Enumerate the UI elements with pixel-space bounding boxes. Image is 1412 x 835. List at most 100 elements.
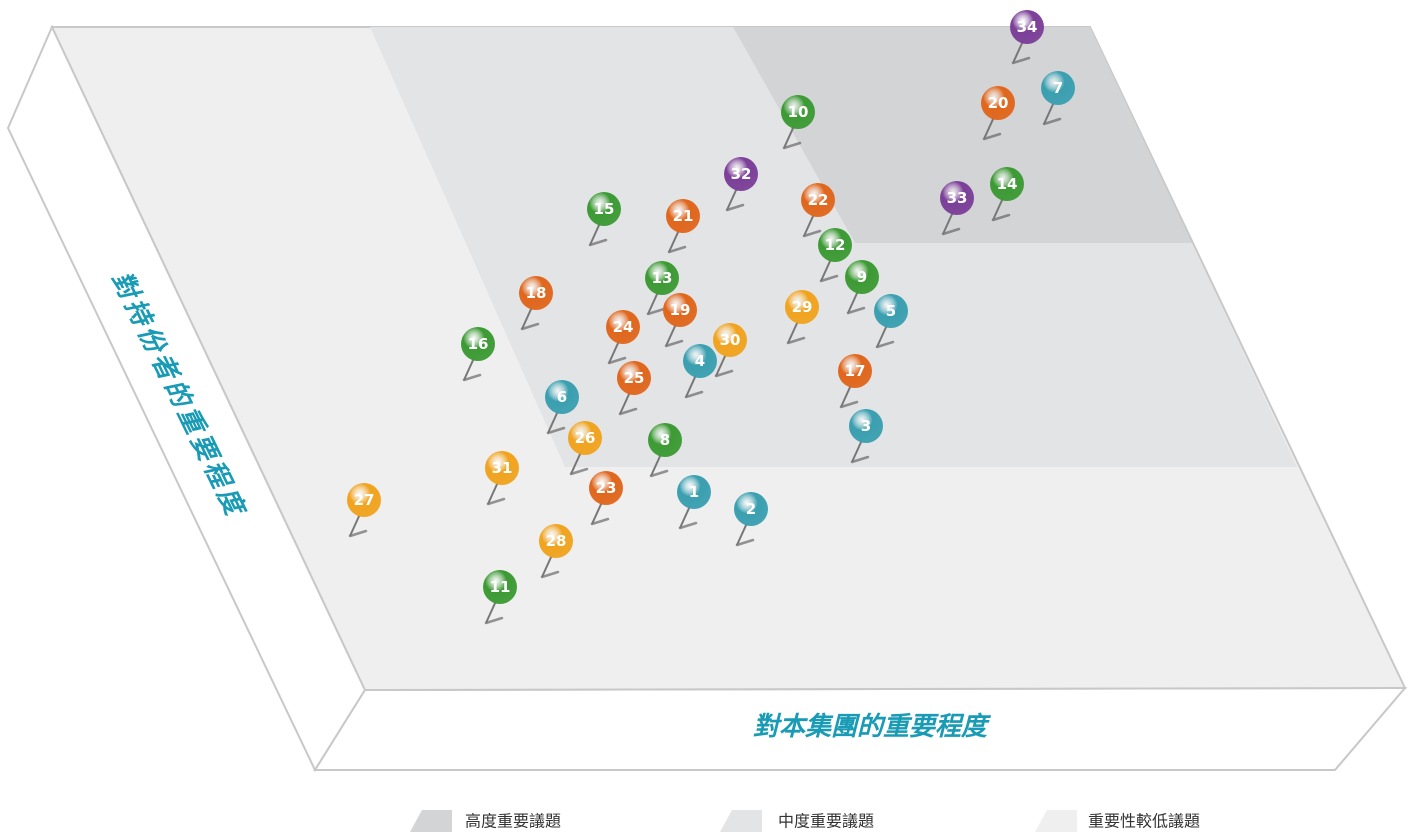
pin-head: [606, 310, 640, 344]
legend-swatch: [410, 810, 452, 832]
pin-shadow: [714, 369, 734, 378]
pin: 6: [545, 380, 579, 435]
pin-head: [713, 323, 747, 357]
legend-swatch: [720, 810, 762, 832]
pin: 28: [539, 524, 573, 579]
pin-shadow: [786, 336, 806, 345]
pin-needle: [665, 323, 677, 347]
pin-label: 31: [492, 459, 513, 477]
legend-label: 中度重要議題: [778, 812, 874, 831]
pin-shadow: [802, 229, 822, 238]
pin-label: 26: [575, 429, 596, 447]
pin-shadow: [569, 467, 589, 476]
pin-label: 8: [660, 431, 670, 449]
pin-needle: [589, 222, 601, 246]
pin-needle: [840, 384, 852, 408]
pin-label: 6: [557, 388, 567, 406]
pin-needle: [668, 229, 680, 253]
pin-shadow: [520, 322, 540, 331]
pin-shadow: [667, 245, 687, 254]
pin-label: 24: [613, 318, 634, 336]
pin: 3: [849, 409, 883, 464]
pin: 23: [589, 471, 623, 526]
pin-label: 22: [808, 191, 829, 209]
pin-shadow: [941, 227, 961, 236]
pin-shadow: [588, 238, 608, 247]
pin-shadow: [1011, 56, 1031, 65]
pin-shadow: [735, 538, 755, 547]
pin: 19: [663, 293, 697, 348]
pin-head: [663, 293, 697, 327]
pin-label: 10: [788, 103, 809, 121]
pin-needle: [650, 453, 662, 477]
pin-shadow: [484, 616, 504, 625]
pin-head: [589, 471, 623, 505]
pin-head: [781, 95, 815, 129]
pin: 24: [606, 310, 640, 365]
pin: 8: [648, 423, 682, 478]
pin-head: [981, 86, 1015, 120]
pin-needle: [847, 290, 859, 314]
pin-head: [568, 421, 602, 455]
pin-needle: [876, 324, 888, 348]
pin-head: [617, 361, 651, 395]
pin: 12: [818, 228, 852, 283]
pin: 1: [677, 475, 711, 530]
pin-label: 7: [1053, 79, 1063, 97]
pin-shadow: [991, 213, 1011, 222]
pin: 15: [587, 192, 621, 247]
pin-needle: [591, 501, 603, 525]
pin-label: 32: [731, 165, 752, 183]
x-axis-label: 對本集團的重要程度: [753, 712, 992, 742]
pin-shadow: [850, 455, 870, 464]
pin-label: 1: [689, 483, 699, 501]
pin-needle: [1012, 40, 1024, 64]
pin-shadow: [782, 141, 802, 150]
pin-head: [519, 276, 553, 310]
pin-label: 27: [354, 491, 375, 509]
pin-head: [645, 261, 679, 295]
pin-label: 13: [652, 269, 673, 287]
pin-label: 17: [845, 362, 866, 380]
pin-label: 30: [720, 331, 741, 349]
pin: 17: [838, 354, 872, 409]
pin: 5: [874, 294, 908, 349]
pin-label: 34: [1017, 18, 1038, 36]
pin-needle: [570, 451, 582, 475]
pin-needle: [463, 357, 475, 381]
pin-head: [849, 409, 883, 443]
high-zone: [733, 27, 1192, 243]
pin: 20: [981, 86, 1015, 141]
pin-shadow: [846, 306, 866, 315]
pin-shadow: [819, 274, 839, 283]
pin-label: 11: [490, 578, 511, 596]
pin: 33: [940, 181, 974, 236]
pin-needle: [547, 410, 559, 434]
pin-needle: [726, 187, 738, 211]
pin-head: [666, 199, 700, 233]
pin: 2: [734, 492, 768, 547]
pin: 29: [785, 290, 819, 345]
pin-shadow: [1042, 117, 1062, 126]
pin-head: [838, 354, 872, 388]
pin-needle: [608, 340, 620, 364]
pin: 31: [485, 451, 519, 506]
pin-label: 29: [792, 298, 813, 316]
pin-shadow: [590, 517, 610, 526]
pin-needle: [349, 513, 361, 537]
pin-needle: [787, 320, 799, 344]
pin-shadow: [678, 521, 698, 530]
pin-label: 3: [861, 417, 871, 435]
pin-head: [683, 344, 717, 378]
pin-needle: [685, 374, 697, 398]
pin: 14: [990, 167, 1024, 222]
pin-needle: [485, 600, 497, 624]
pin-head: [677, 475, 711, 509]
pin-label: 23: [596, 479, 617, 497]
pin-shadow: [982, 132, 1002, 141]
pin-head: [545, 380, 579, 414]
pin-shadow: [684, 390, 704, 399]
pin-head: [734, 492, 768, 526]
pin-head: [461, 327, 495, 361]
